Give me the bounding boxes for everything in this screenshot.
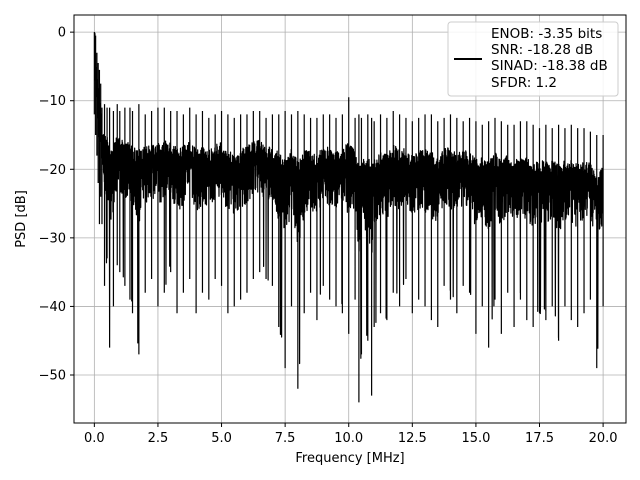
x-axis-ticks: 0.0 2.5 5.0 7.5 10.0 12.5 15.0 17.5 20.0 [84,423,618,446]
x-tick-label: 17.5 [525,431,554,446]
y-tick-label: −50 [39,369,66,384]
legend-line-enob: ENOB: -3.35 bits [491,26,602,42]
y-tick-label: 0 [58,26,66,41]
x-tick-label: 2.5 [148,431,169,446]
x-axis-label: Frequency [MHz] [295,451,404,466]
y-tick-label: −30 [39,231,66,246]
axes-frame [73,14,627,424]
x-tick-label: 7.5 [275,431,296,446]
legend-line-sfdr: SFDR: 1.2 [491,75,557,91]
legend: ENOB: -3.35 bits SNR: -18.28 dB SINAD: -… [447,21,619,97]
legend-line-snr: SNR: -18.28 dB [491,42,593,58]
y-tick-label: −10 [39,94,66,109]
series-group [93,31,604,403]
y-tick-label: −40 [39,300,66,315]
y-tick-label: −20 [39,163,66,178]
legend-box [447,21,619,97]
y-axis-label: PSD [dB] [14,190,29,248]
x-tick-label: 15.0 [461,431,490,446]
psd-series-line [93,31,604,403]
y-axis-ticks: 0 −10 −20 −30 −40 −50 [39,26,74,384]
x-tick-label: 5.0 [211,431,232,446]
legend-line-sinad: SINAD: -18.38 dB [491,58,608,74]
x-tick-label: 10.0 [334,431,363,446]
x-tick-label: 20.0 [589,431,618,446]
x-tick-label: 12.5 [398,431,427,446]
x-tick-label: 0.0 [84,431,105,446]
